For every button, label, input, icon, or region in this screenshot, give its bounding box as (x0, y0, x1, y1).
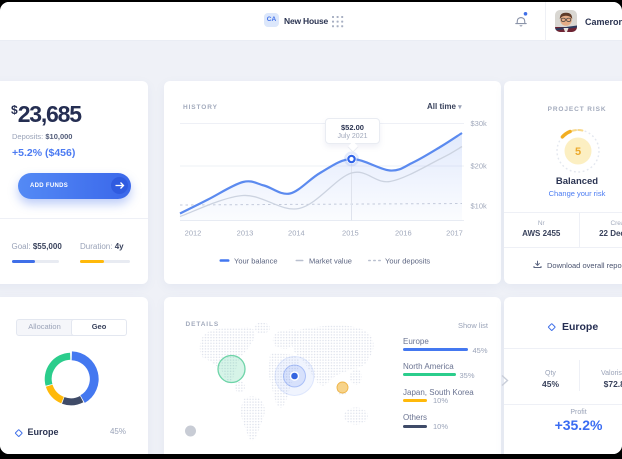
svg-text:5: 5 (575, 146, 581, 158)
svg-text:2013: 2013 (237, 228, 254, 237)
svg-text:$30k: $30k (471, 119, 488, 128)
svg-text:$20k: $20k (471, 161, 488, 170)
svg-text:2014: 2014 (288, 228, 305, 237)
svg-text:2015: 2015 (342, 228, 359, 237)
svg-text:$10k: $10k (471, 201, 488, 210)
svg-text:Market value: Market value (309, 256, 352, 265)
svg-text:Your balance: Your balance (234, 256, 278, 265)
svg-text:Your deposits: Your deposits (385, 256, 430, 265)
svg-text:2017: 2017 (446, 228, 463, 237)
svg-text:2012: 2012 (185, 228, 202, 237)
svg-text:2016: 2016 (395, 228, 412, 237)
